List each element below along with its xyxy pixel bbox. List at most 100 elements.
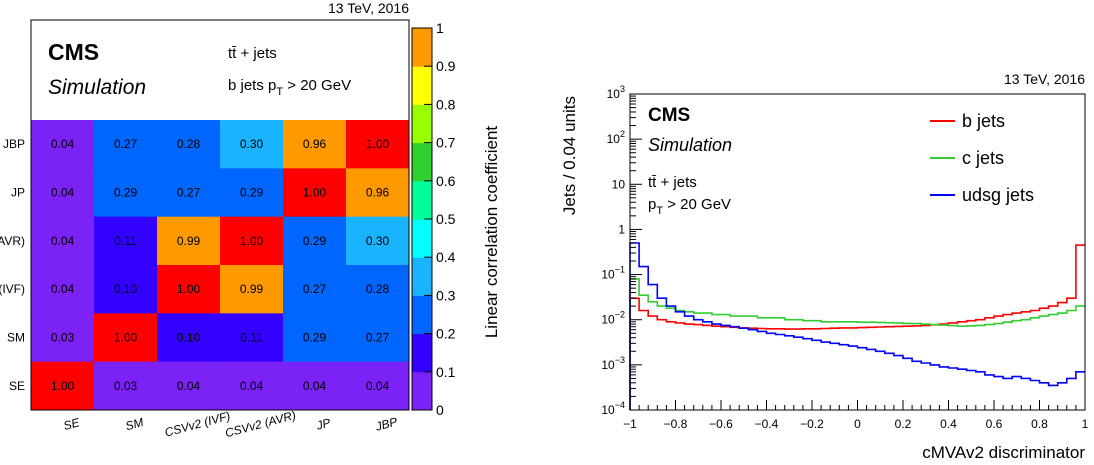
histogram-energy-label: 13 TeV, 2016 [1004, 71, 1085, 87]
color-scale-tick-label: 1 [436, 20, 444, 36]
heatmap-cell [283, 265, 347, 314]
heatmap-x-label: JP [314, 416, 332, 433]
heatmap-process-label: tt̄ + jets [228, 45, 277, 62]
heatmap-cell [31, 313, 95, 363]
heatmap-cell [346, 265, 410, 314]
color-scale-segment [412, 161, 432, 182]
heatmap-cell [31, 120, 95, 169]
histogram-x-tick-label: 0.4 [940, 417, 957, 431]
color-scale-segment [412, 180, 432, 201]
heatmap-cell-value: 0.30 [240, 137, 264, 151]
color-scale-tick-label: 0.6 [436, 173, 456, 189]
heatmap-cell [283, 168, 347, 218]
color-scale-segment [412, 295, 432, 315]
color-scale-segment [412, 199, 432, 220]
color-scale-segment [412, 390, 432, 411]
histogram-y-tick-label: 10−2 [601, 310, 625, 327]
heatmap-cell-value: 0.29 [240, 186, 264, 200]
color-scale-segment [412, 28, 432, 48]
heatmap-cell [31, 216, 95, 266]
heatmap-cell [157, 361, 221, 411]
heatmap-x-label: SE [62, 415, 82, 433]
heatmap-cell-value: 1.00 [177, 282, 201, 296]
color-scale-segment [412, 66, 432, 86]
heatmap-x-label: SM [124, 415, 145, 433]
heatmap-cell [220, 120, 284, 169]
heatmap-cell-value: 0.30 [366, 234, 390, 248]
histogram-frame-bg [630, 94, 1085, 410]
heatmap-cell-value: 0.04 [177, 379, 201, 393]
legend-label: c jets [962, 148, 1004, 168]
color-scale-tick-label: 0.3 [436, 287, 456, 303]
color-scale-tick-label: 0.9 [436, 58, 456, 74]
histogram-series-line [629, 242, 1085, 410]
color-scale-segment [412, 276, 432, 296]
histogram-cms-label: CMS [648, 105, 690, 126]
histogram-legend: b jets c jets udsg jets [930, 111, 1034, 205]
color-scale-segment [412, 219, 432, 239]
color-scale-segment [412, 85, 432, 105]
color-scale-segment [412, 123, 432, 144]
heatmap-cell [283, 313, 347, 363]
heatmap-cell [346, 168, 410, 218]
heatmap-cell [94, 168, 158, 218]
heatmap-cell [220, 361, 284, 411]
heatmap-cell-value: 0.11 [114, 234, 137, 248]
heatmap-cell-value: 0.28 [177, 137, 201, 151]
heatmap-cell [157, 168, 221, 218]
heatmap-cell-value: 0.27 [177, 186, 201, 200]
histogram-cut-label: pT > 20 GeV [648, 196, 731, 217]
heatmap-y-labels: JBP JP AVR) (IVF) SM SE [0, 137, 25, 393]
histogram-x-tick-label: 1 [1082, 417, 1089, 431]
legend-label: udsg jets [962, 185, 1034, 205]
correlation-heatmap: 0.04 0.27 0.28 0.30 0.96 1.000.04 0.29 0.27 0.29… [0, 0, 501, 440]
histogram-simulation-label: Simulation [648, 135, 732, 155]
heatmap-cell [94, 216, 158, 266]
heatmap-cell-values: 0.04 0.27 0.28 0.30 0.96 1.00 0.04 0.29 0.27 0.29… [51, 137, 390, 393]
histogram-y-tick-label: 102 [607, 129, 625, 146]
heatmap-simulation-label: Simulation [48, 76, 146, 99]
heatmap-energy-label: 13 TeV, 2016 [328, 0, 409, 16]
histogram-y-tick-label: 10−4 [601, 400, 625, 417]
heatmap-cell [220, 168, 284, 218]
heatmap-cms-label: CMS [48, 39, 99, 65]
color-scale-tick-label: 0 [436, 402, 444, 418]
histogram-lines [629, 242, 1085, 410]
heatmap-x-label: CSVv2 (IVF) [163, 409, 232, 440]
histogram-x-tick-label: 0.8 [1031, 417, 1048, 431]
heatmap-cell-value: 0.99 [240, 282, 264, 296]
heatmap-cell-value: 1.00 [303, 186, 327, 200]
heatmap-cell-value: 0.27 [114, 137, 138, 151]
heatmap-cell-value: 0.29 [114, 186, 138, 200]
color-scale-tick-label: 0.5 [436, 211, 456, 227]
histogram-x-tick-label: 0.2 [895, 417, 912, 431]
heatmap-cell-value: 0.04 [51, 186, 75, 200]
heatmap-cell-value: 0.11 [240, 331, 263, 345]
histogram-y-tick-label: 10−1 [601, 265, 625, 282]
color-scale-label: Linear correlation coefficient [482, 126, 501, 339]
histogram-x-tick-label: −0.2 [800, 417, 824, 431]
histogram-x-tick-label: −0.6 [709, 417, 733, 431]
histogram-x-tick-label: 0.6 [986, 417, 1003, 431]
heatmap-cell [157, 313, 221, 363]
color-scale-segment [412, 371, 432, 392]
heatmap-y-label: AVR) [0, 234, 25, 248]
heatmap-y-label: SE [9, 379, 25, 393]
heatmap-frame [30, 19, 410, 411]
color-scale-segment [412, 47, 432, 67]
heatmap-cell-value: 0.27 [303, 282, 327, 296]
color-scale-segment [412, 142, 432, 163]
color-scale-tick-label: 0.2 [436, 326, 456, 342]
histogram-x-axis-label: cMVAv2 discriminator [922, 443, 1085, 462]
histogram-y-tick-label: 103 [607, 84, 625, 101]
heatmap-cell [31, 361, 95, 411]
heatmap-cell-value: 0.04 [303, 379, 327, 393]
heatmap-cell [94, 265, 158, 314]
histogram-y-ticks: 10−4 10−3 10−2 10−1 1 10 102 103 [601, 84, 642, 417]
heatmap-cell [220, 265, 284, 314]
color-scale-segment [412, 238, 432, 258]
histogram-series-line [629, 244, 1085, 410]
color-scale-tick-label: 0.1 [436, 364, 456, 380]
heatmap-x-label: CSVv2 (AVR) [224, 408, 298, 440]
histogram-x-tick-label: −0.8 [664, 417, 688, 431]
